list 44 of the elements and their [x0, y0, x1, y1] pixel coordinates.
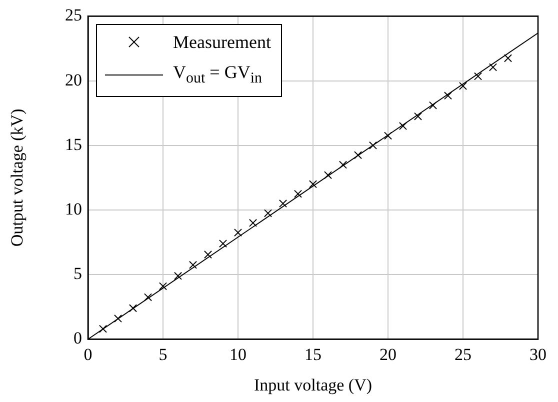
point	[354, 151, 362, 160]
point	[398, 122, 408, 130]
point	[428, 101, 438, 110]
point	[444, 92, 452, 100]
point	[218, 240, 228, 248]
point	[368, 141, 378, 150]
y-tick-label: 15	[65, 134, 82, 154]
point	[188, 260, 198, 269]
point	[278, 200, 288, 208]
point	[474, 72, 482, 80]
point	[384, 132, 392, 140]
point	[264, 209, 272, 218]
point	[294, 190, 302, 198]
point	[324, 171, 332, 180]
legend-label: V$_{out}$ = GV$_{in}$	[173, 61, 262, 89]
x-tick-label: 5	[158, 344, 168, 364]
y-tick-label: 10	[65, 199, 82, 218]
x-tick-label: 25	[454, 344, 472, 364]
point	[488, 63, 498, 72]
x-tick-label: 15	[304, 344, 322, 364]
point	[504, 54, 512, 62]
x-tick-label: 10	[230, 344, 246, 364]
point	[144, 293, 152, 302]
point	[458, 82, 468, 90]
point	[234, 228, 242, 237]
point	[114, 314, 122, 323]
y-axis-title: Output voltage (kV)	[8, 108, 27, 247]
point	[158, 282, 168, 290]
y-tick-label: 25	[65, 6, 82, 25]
x-tick-label: 30	[530, 344, 546, 364]
point	[174, 272, 182, 280]
point	[248, 218, 258, 227]
x-tick-label: 20	[380, 344, 396, 364]
legend-label: Measurement	[173, 31, 271, 54]
point	[128, 304, 138, 312]
y-tick-label: 5	[74, 264, 82, 284]
y-tick-label: 0	[74, 328, 82, 348]
point	[414, 112, 422, 120]
x-axis-title: Input voltage (V)	[254, 375, 372, 394]
point	[338, 160, 348, 169]
point	[204, 250, 212, 259]
y-tick-label: 20	[65, 70, 82, 90]
point	[308, 180, 318, 188]
point	[98, 324, 108, 333]
